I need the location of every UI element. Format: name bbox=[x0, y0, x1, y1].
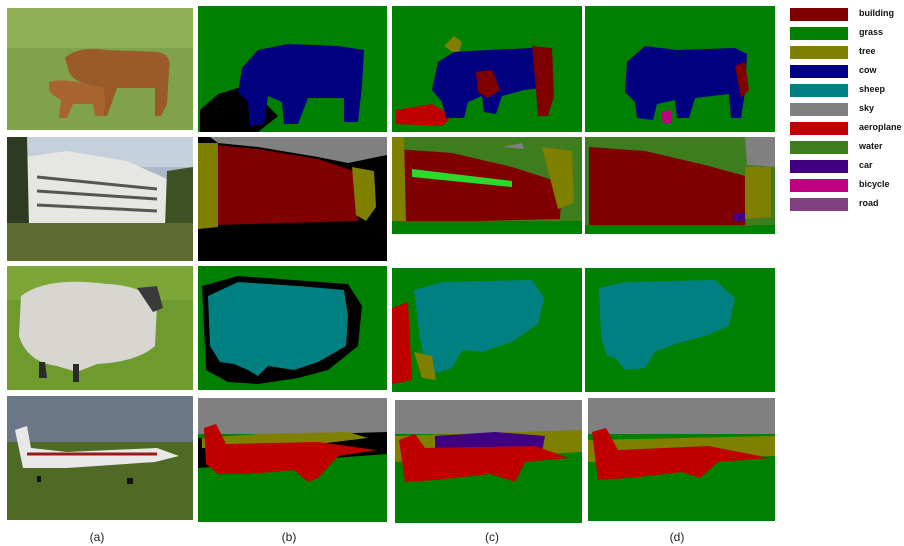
column-label-d: (d) bbox=[669, 530, 685, 544]
legend-label: grass bbox=[859, 27, 884, 37]
column-label-b: (b) bbox=[281, 530, 297, 544]
result-d-cow bbox=[585, 6, 775, 132]
legend-label: aeroplane bbox=[859, 122, 902, 132]
legend-label: building bbox=[859, 8, 894, 18]
ground-truth-cow bbox=[198, 6, 387, 132]
legend-label: sheep bbox=[859, 84, 886, 94]
result-d-sheep bbox=[585, 268, 775, 392]
legend-label: bicycle bbox=[859, 179, 890, 189]
result-d-aeroplane bbox=[588, 398, 775, 521]
legend-label: car bbox=[859, 160, 873, 170]
photo-sheep bbox=[7, 266, 193, 390]
legend-swatch bbox=[790, 179, 848, 192]
ground-truth-sheep bbox=[198, 266, 387, 390]
legend-label: cow bbox=[859, 65, 877, 75]
legend-swatch bbox=[790, 160, 848, 173]
legend-swatch bbox=[790, 122, 848, 135]
column-label-a: (a) bbox=[89, 530, 105, 544]
legend-label: tree bbox=[859, 46, 876, 56]
photo-building bbox=[7, 137, 193, 261]
photo-aeroplane bbox=[7, 396, 193, 520]
legend-swatch bbox=[790, 141, 848, 154]
result-c-cow bbox=[392, 6, 582, 132]
ground-truth-building bbox=[198, 137, 387, 261]
legend-swatch bbox=[790, 27, 848, 40]
legend-swatch bbox=[790, 84, 848, 97]
legend-label: road bbox=[859, 198, 879, 208]
ground-truth-aeroplane bbox=[198, 398, 387, 522]
result-c-aeroplane bbox=[395, 400, 582, 523]
legend-label: sky bbox=[859, 103, 875, 113]
legend-label: water bbox=[859, 141, 883, 151]
column-label-c: (c) bbox=[485, 530, 499, 544]
result-c-building bbox=[392, 137, 582, 234]
legend-swatch bbox=[790, 65, 848, 78]
legend-swatch bbox=[790, 103, 848, 116]
result-d-building bbox=[585, 137, 775, 234]
result-c-sheep bbox=[392, 268, 582, 392]
photo-cow bbox=[7, 8, 193, 130]
legend-swatch bbox=[790, 46, 848, 59]
legend-swatch bbox=[790, 198, 848, 211]
legend-swatch bbox=[790, 8, 848, 21]
